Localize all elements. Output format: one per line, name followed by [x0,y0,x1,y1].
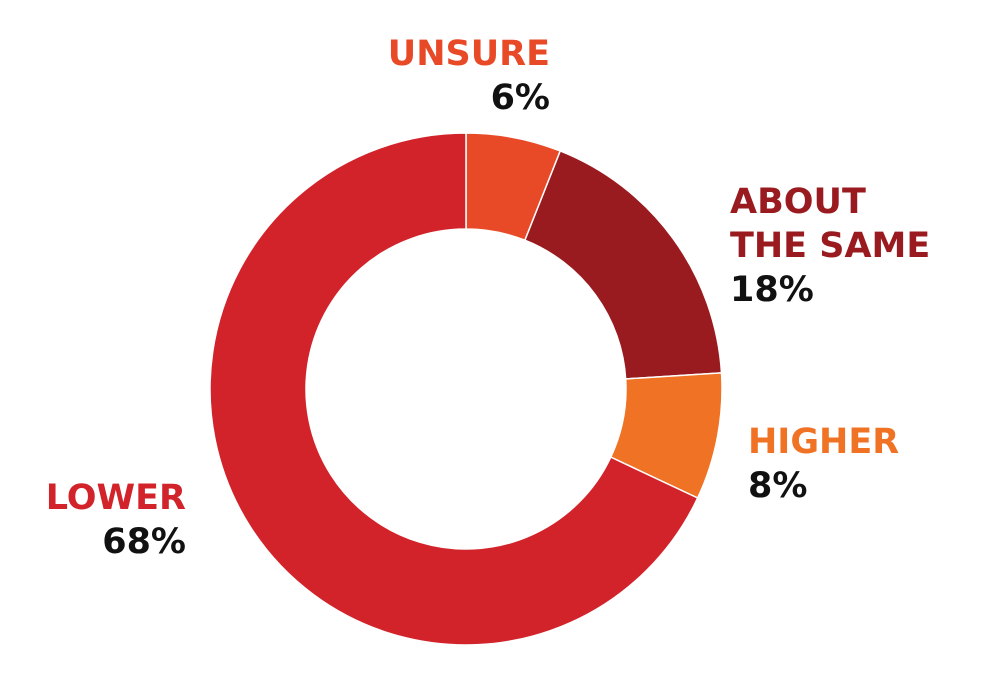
category-label: UNSURE [387,34,550,74]
slice-label: ABOUT THE SAME 18% [730,180,950,312]
value-label: 6% [490,78,550,118]
slice-label: HIGHER 8% [748,420,968,508]
category-label: LOWER [45,478,186,518]
value-label: 68% [102,522,186,562]
value-label: 8% [748,466,808,506]
donut-segment [209,132,699,646]
donut-segment [523,150,723,380]
value-label: 18% [730,270,814,310]
category-label: ABOUT THE SAME [730,182,931,266]
slice-label: UNSURE 6% [250,32,550,120]
slice-label: LOWER 68% [0,476,186,564]
category-label: HIGHER [748,422,900,462]
